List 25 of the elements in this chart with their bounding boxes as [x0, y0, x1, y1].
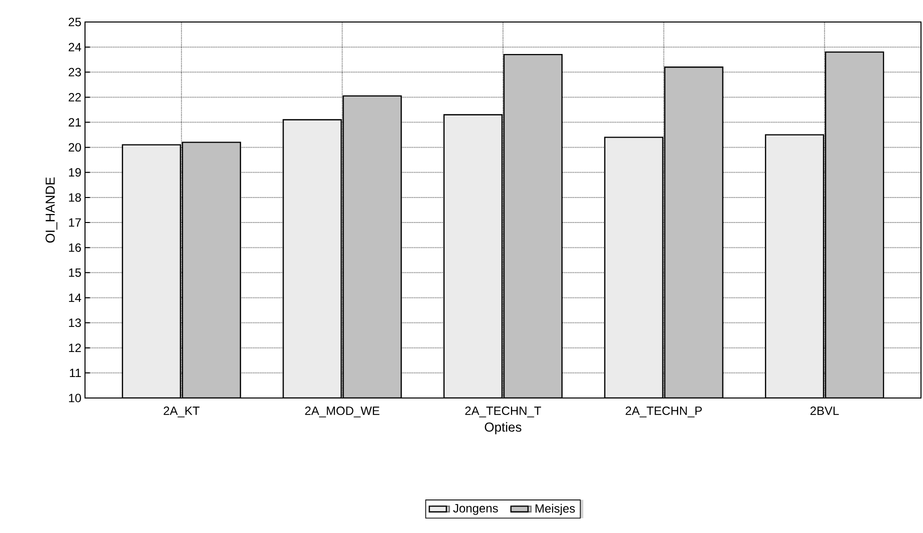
x-tick-label: 2A_KT — [164, 406, 200, 418]
y-tick-label: 21 — [68, 118, 81, 126]
y-tick-label: 23 — [68, 68, 81, 76]
y-tick-label: 12 — [69, 344, 81, 352]
x-axis-title: Opties — [484, 422, 522, 434]
y-tick-label: 24 — [68, 42, 82, 52]
y-tick-label: 17 — [69, 218, 81, 227]
x-tick-label: 2BVL — [810, 406, 839, 415]
y-tick-label: 10 — [69, 394, 82, 402]
y-tick-label: 19 — [69, 168, 81, 177]
x-tick-label: 2A_TECHN_T — [465, 406, 542, 418]
y-tick-label: 22 — [68, 93, 81, 102]
y-tick-label: 16 — [69, 243, 81, 252]
y-tick-label: 14 — [69, 294, 82, 302]
y-tick-label: 15 — [69, 268, 81, 277]
y-tick-label: 11 — [70, 368, 81, 378]
legend-label: Meisjes — [536, 504, 575, 516]
y-tick-label: 18 — [69, 193, 81, 202]
y-tick-label: 20 — [68, 143, 82, 152]
legend-label: Jongens — [453, 504, 498, 515]
y-tick-label: 25 — [68, 18, 81, 26]
x-tick-label: 2A_TECHN_P — [626, 406, 702, 418]
y-axis-title: OI_HANDE — [46, 177, 58, 243]
y-tick-label: 13 — [69, 318, 81, 328]
x-tick-label: 2A_MOD_WE — [305, 406, 380, 418]
